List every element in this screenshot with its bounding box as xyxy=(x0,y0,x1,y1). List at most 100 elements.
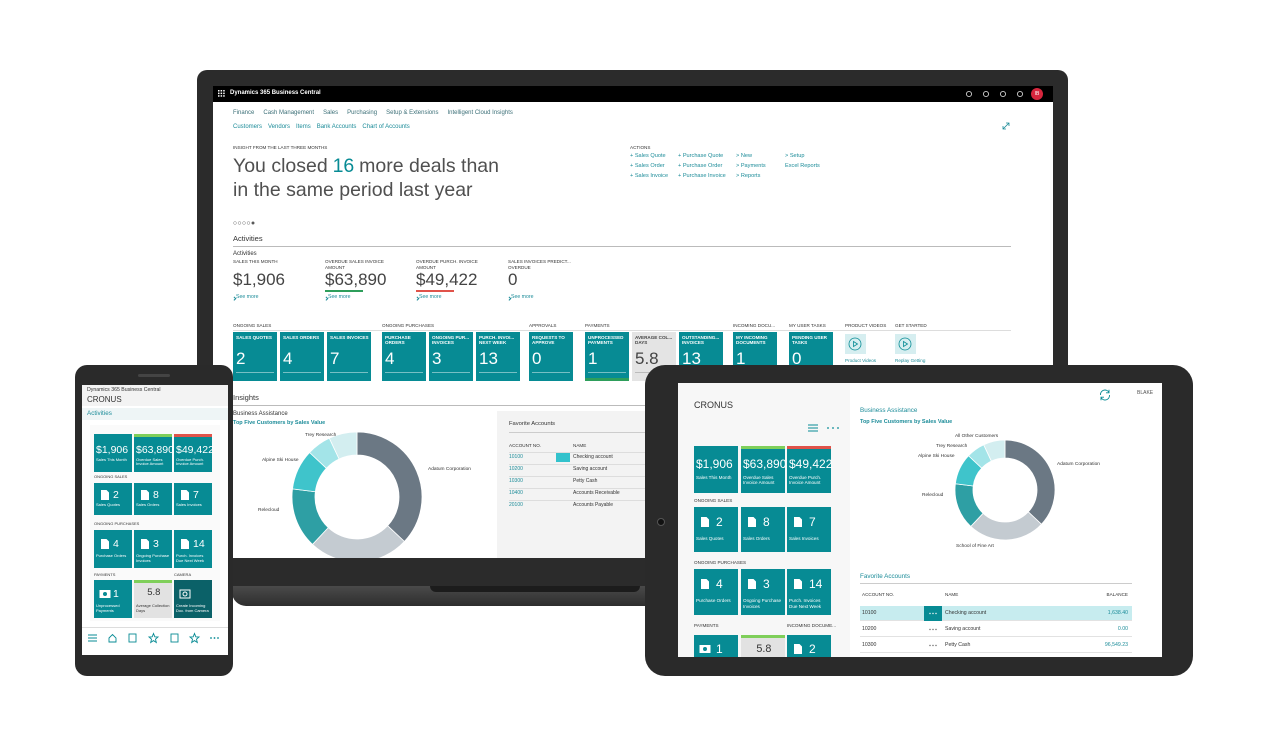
tile-label: SALES INVOICES xyxy=(330,335,369,340)
graphic xyxy=(929,628,937,631)
document-icon xyxy=(794,517,803,527)
kpi-label: Overdue Purch. Invoice Amount xyxy=(789,475,822,486)
company-name: CRONUS xyxy=(694,400,734,410)
tile-label: Sales Quotes xyxy=(696,535,724,541)
section-heading: Insights xyxy=(233,393,259,402)
video-tile xyxy=(845,334,866,354)
action-link: + Sales Quote xyxy=(630,153,666,159)
kpi-indicator xyxy=(134,434,172,437)
tile-label: Sales Invoices xyxy=(789,535,819,541)
action-link: Excel Reports xyxy=(785,163,820,169)
tile-group-label: ONGOING SALES xyxy=(694,498,733,503)
kpi-indicator xyxy=(741,446,785,449)
tile-label: SALES QUOTES xyxy=(236,335,272,340)
column-header: ACCOUNT NO. xyxy=(509,443,542,448)
kpi-value: $49,422 xyxy=(789,457,833,472)
tile-value: 13 xyxy=(479,349,498,368)
account-no: 10200 xyxy=(862,626,877,632)
toolbar-icon xyxy=(982,90,990,98)
graphic xyxy=(748,579,757,590)
kpi-indicator xyxy=(174,434,212,437)
graphic xyxy=(701,517,710,527)
phone-speaker xyxy=(138,374,170,377)
group-title: Activities xyxy=(87,410,112,417)
nav-item: Intelligent Cloud Insights xyxy=(447,110,513,116)
tile-value: 0 xyxy=(532,349,542,368)
kpi-value: $63,890 xyxy=(743,457,787,472)
nav-item: Sales xyxy=(323,110,339,116)
more-icon xyxy=(210,637,212,639)
tile: 14 Purch. Invoices Due Next Week xyxy=(174,530,212,568)
waffle-dot xyxy=(220,92,223,95)
carousel-dot xyxy=(246,221,251,225)
tile-divider xyxy=(532,372,570,373)
action-link: + Purchase Invoice xyxy=(678,173,726,179)
waffle-dot xyxy=(218,95,220,97)
tile-label: Sales Quotes xyxy=(96,502,121,508)
tile: 4 Purchase Orders xyxy=(694,569,738,615)
carousel-dot xyxy=(237,221,242,225)
tile-label: PURCH. INVOI... NEXT WEEK xyxy=(479,335,515,346)
waffle-dot xyxy=(223,92,225,95)
tile-value: 13 xyxy=(682,349,701,368)
kpi-value: $63,890 xyxy=(136,443,174,456)
kpi-label: Overdue Purch. Invoice Amount xyxy=(176,456,205,467)
home-icon xyxy=(108,633,117,643)
graphic xyxy=(699,645,711,653)
tile-group-label: APPROVALS xyxy=(529,323,557,328)
divider xyxy=(233,405,1011,406)
column-header: NAME xyxy=(945,592,959,597)
row-menu xyxy=(932,612,934,615)
segment-label: Trey Research xyxy=(305,433,337,438)
star-icon xyxy=(188,632,201,644)
document-icon xyxy=(180,490,189,501)
tile: 14 Purch. Invoices Due Next Week xyxy=(787,569,831,615)
tile-divider xyxy=(330,372,368,373)
headline-text: in the same period last year xyxy=(233,179,473,201)
tile: 8 Sales Orders xyxy=(741,507,785,552)
group-title: Business Assistance xyxy=(233,411,288,417)
quick-links: Customers Vendors Items Bank Accounts Chart … xyxy=(233,124,410,131)
graphic xyxy=(954,439,1056,541)
top-bar xyxy=(213,86,1053,102)
quick-link: Items xyxy=(296,124,311,130)
play-icon xyxy=(898,337,912,351)
tile-divider xyxy=(432,372,470,373)
tile-group-label: ONGOING SALES xyxy=(94,474,128,479)
account-no: 10400 xyxy=(509,490,523,496)
tile-label: Average Collection Days xyxy=(136,603,170,613)
headline-number: 16 xyxy=(332,155,355,177)
tile-indicator xyxy=(585,378,629,381)
graphic xyxy=(794,579,803,590)
donut-segment xyxy=(983,439,1006,462)
group-title: Activities xyxy=(233,251,257,257)
graphic xyxy=(140,538,149,549)
account-name: Accounts Payable xyxy=(573,502,614,508)
tile-group-label: ONGOING SALES xyxy=(233,323,272,328)
kpi-label: OVERDUE SALES INVOICE AMOUNT xyxy=(325,259,384,270)
tile: SALES INVOICES 7 xyxy=(327,332,371,381)
tile: 2 Sales Quotes xyxy=(94,483,132,515)
laptop-notch xyxy=(430,586,640,592)
tile-label: UNPROCESSED PAYMENTS xyxy=(588,335,624,346)
account-no: 10100 xyxy=(509,454,523,460)
tile-value: 2 xyxy=(236,349,246,368)
row-menu xyxy=(935,612,937,615)
carousel-dot xyxy=(251,221,255,225)
tile-group-label: PAYMENTS xyxy=(94,572,116,577)
tile-value: 14 xyxy=(193,537,205,550)
tile-label: PENDING USER TASKS xyxy=(792,335,827,346)
waffle-dot xyxy=(223,95,225,97)
graphic xyxy=(808,424,839,432)
tile-group-label: ONGOING PURCHASES xyxy=(694,560,747,565)
tile-label: MY INCOMING DOCUMENTS xyxy=(736,335,768,346)
document-icon xyxy=(794,579,803,590)
tile: SALES ORDERS 4 xyxy=(280,332,324,381)
tile-value: 3 xyxy=(432,349,442,368)
segment-label: Adatum Corporation xyxy=(1057,462,1100,467)
row-selector xyxy=(556,453,570,462)
kpi-label: SALES INVOICES PREDICT... OVERDUE xyxy=(508,259,571,270)
action-link: > Setup xyxy=(785,153,805,159)
kpi-value: $49,422 xyxy=(416,270,478,289)
